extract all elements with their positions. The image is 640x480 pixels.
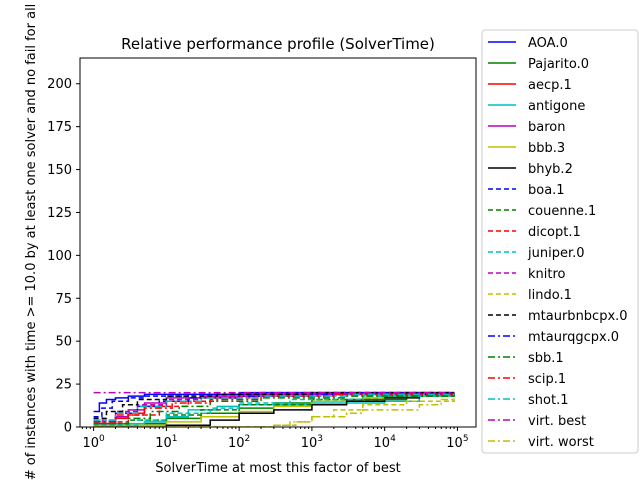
x-tick-label: 103: [301, 434, 323, 451]
y-tick-label: 125: [47, 206, 72, 221]
x-tick-label: 105: [446, 434, 468, 451]
series-line: [93, 394, 455, 427]
y-tick-label: 100: [47, 249, 72, 264]
y-tick-label: 75: [55, 292, 72, 307]
legend-label: aecp.1: [528, 78, 572, 93]
legend-label: bhyb.2: [528, 162, 573, 177]
legend-label: couenne.1: [528, 204, 596, 219]
legend-frame: [481, 29, 639, 454]
legend-label: scip.1: [528, 372, 566, 387]
series-line: [93, 391, 455, 420]
legend-label: antigone: [528, 99, 585, 114]
x-axis-ticks: 100 101 102 103 104 105: [81, 427, 469, 451]
y-tick-label: 0: [64, 421, 72, 436]
legend-label: bbb.3: [528, 141, 565, 156]
x-tick-label: 104: [374, 434, 397, 451]
legend-label: mtaurbnbcpx.0: [528, 309, 628, 324]
legend-label: shot.1: [528, 393, 568, 408]
series-line: [93, 394, 455, 425]
x-tick-label: 102: [228, 434, 250, 451]
series-line: [93, 392, 455, 421]
x-tick-label: 100: [82, 434, 105, 451]
y-tick-label: 25: [55, 378, 72, 393]
series-line: [93, 392, 455, 423]
legend-label: boa.1: [528, 183, 565, 198]
series-line: [93, 398, 455, 427]
x-axis-label: SolverTime at most this factor of best: [155, 461, 400, 476]
chart-title: Relative performance profile (SolverTime…: [121, 35, 435, 53]
legend-label: dicopt.1: [528, 225, 581, 240]
legend-label: sbb.1: [528, 351, 564, 366]
legend-label: juniper.0: [527, 246, 585, 261]
legend-label: virt. best: [528, 414, 586, 429]
legend-entries: AOA.0 Pajarito.0 aecp.1 antigone baron bbb.3 b…: [488, 36, 628, 450]
series-lines: [93, 391, 455, 427]
y-tick-label: 200: [47, 77, 72, 92]
y-tick-label: 175: [47, 120, 72, 135]
legend-label: lindo.1: [528, 288, 572, 303]
y-axis-ticks: 0 25 50 75 100 125 150 175 200: [47, 77, 80, 436]
legend-label: baron: [528, 120, 565, 135]
legend-label: virt. worst: [528, 435, 594, 450]
y-tick-label: 50: [55, 335, 72, 350]
legend-label: AOA.0: [528, 36, 568, 51]
plot-frame: [79, 57, 477, 428]
series-line: [93, 397, 455, 427]
legend: AOA.0 Pajarito.0 aecp.1 antigone baron bbb.3 b…: [481, 29, 639, 454]
legend-label: knitro: [528, 267, 566, 282]
series-line: [93, 392, 455, 427]
y-tick-label: 150: [47, 163, 72, 178]
legend-label: Pajarito.0: [528, 57, 589, 72]
y-axis-label: # of instances with time >= 10.0 by at l…: [24, 4, 39, 480]
legend-label: mtaurqgcpx.0: [528, 330, 619, 345]
x-tick-label: 101: [155, 434, 177, 451]
series-line: [93, 392, 455, 423]
